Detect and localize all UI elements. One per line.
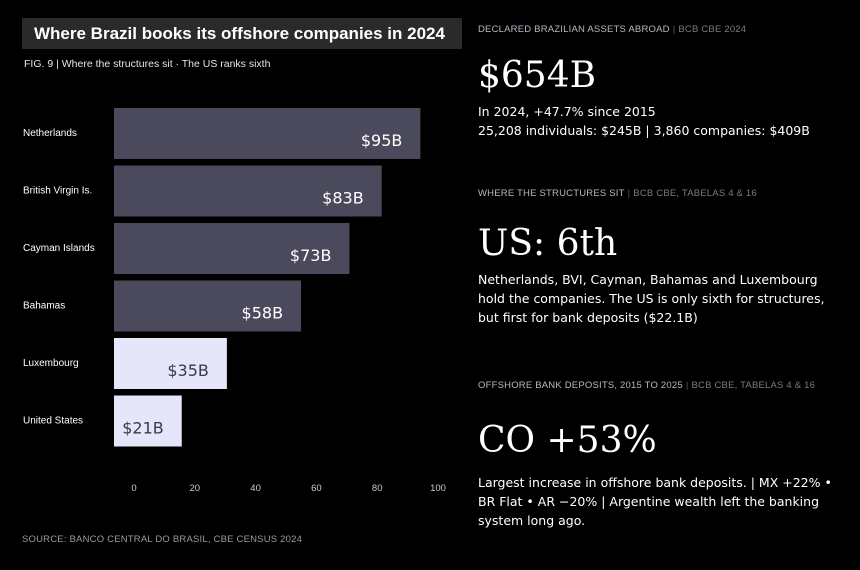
source-note: SOURCE: BANCO CENTRAL DO BRASIL, CBE CEN… (22, 534, 303, 545)
stat-description: In 2024, +47.7% since 2015 25,208 indivi… (478, 102, 848, 140)
value-label: $21B (122, 419, 164, 438)
bar-british-virgin-is (114, 165, 382, 217)
stat-header-separator: | (672, 24, 676, 35)
stat-line: Largest increase in offshore bank deposi… (478, 475, 832, 490)
x-tick-label: 20 (190, 483, 201, 494)
stat-header-separator: | (627, 188, 631, 199)
x-tick-label: 100 (430, 483, 446, 494)
chart-panel: Where Brazil books its offshore companie… (22, 18, 462, 545)
stat-header: WHERE THE STRUCTURES SIT | BCB CBE, TABELA… (478, 188, 848, 199)
x-tick-label: 0 (131, 483, 136, 494)
category-label: Luxembourg (23, 358, 79, 369)
stat-block-assets: DECLARED BRAZILIAN ASSETS ABROAD | BCB CBE… (478, 24, 848, 140)
value-label: $73B (290, 246, 332, 265)
category-label: United States (23, 416, 83, 427)
stat-line: BR Flat • AR −20% | Argentine wealth lef… (478, 494, 820, 509)
value-label: $35B (167, 361, 209, 380)
bar-bahamas (114, 280, 302, 332)
stat-line: In 2024, +47.7% since 2015 (478, 104, 656, 119)
bar-luxembourg (114, 338, 227, 389)
stat-header-title: DECLARED BRAZILIAN ASSETS ABROAD (478, 24, 670, 35)
bar-netherlands (114, 108, 421, 159)
value-label: $95B (361, 131, 403, 150)
stat-header-title: OFFSHORE BANK DEPOSITS, 2015 TO 2025 (478, 380, 683, 391)
stat-big-value: CO +53% (478, 420, 657, 461)
stat-description: Netherlands, BVI, Cayman, Bahamas and Lu… (478, 270, 848, 327)
x-tick-label: 80 (372, 483, 383, 494)
bar-cayman-islands (114, 223, 350, 274)
stat-header-separator: | (685, 380, 689, 391)
chart-title: Where Brazil books its offshore companie… (34, 24, 445, 43)
bar-chart: Netherlands $95B British Virgin Is. $83B Cay… (23, 108, 446, 494)
stat-big-value: US: 6th (478, 223, 618, 264)
stat-header: OFFSHORE BANK DEPOSITS, 2015 TO 2025 | BCB… (478, 380, 848, 391)
stat-line: 25,208 individuals: $245B | 3,860 compan… (478, 123, 810, 138)
stat-header-source: BCB CBE, TABELAS 4 & 16 (691, 380, 816, 391)
stat-big-value: $654B (478, 55, 597, 96)
stat-description: Largest increase in offshore bank deposi… (478, 473, 848, 530)
figure-caption: FIG. 9 | Where the structures sit · The … (24, 58, 271, 70)
x-tick-label: 40 (250, 483, 261, 494)
x-tick-label: 60 (311, 483, 322, 494)
stat-header-source: BCB CBE, TABELAS 4 & 16 (633, 188, 757, 199)
value-label: $83B (322, 189, 364, 208)
stat-header-source: BCB CBE 2024 (678, 24, 747, 35)
stat-header: DECLARED BRAZILIAN ASSETS ABROAD | BCB CBE… (478, 24, 848, 35)
stat-line: hold the companies. The US is only sixth… (478, 291, 825, 306)
category-label: Netherlands (23, 128, 77, 139)
stat-block-deposits: OFFSHORE BANK DEPOSITS, 2015 TO 2025 | BCB… (478, 380, 848, 530)
stat-line: system long ago. (478, 513, 586, 528)
bar-united-states (114, 395, 182, 447)
stat-line: but first for bank deposits ($22.1B) (478, 310, 698, 325)
stat-block-structures: WHERE THE STRUCTURES SIT | BCB CBE, TABELA… (478, 188, 848, 327)
chart-title-box: Where Brazil books its offshore companie… (22, 18, 462, 49)
stat-header-title: WHERE THE STRUCTURES SIT (478, 188, 625, 199)
stat-line: Netherlands, BVI, Cayman, Bahamas and Lu… (478, 272, 818, 287)
category-label: Bahamas (23, 301, 65, 312)
category-label: Cayman Islands (23, 243, 95, 254)
category-label: British Virgin Is. (23, 186, 92, 197)
value-label: $58B (242, 304, 284, 323)
